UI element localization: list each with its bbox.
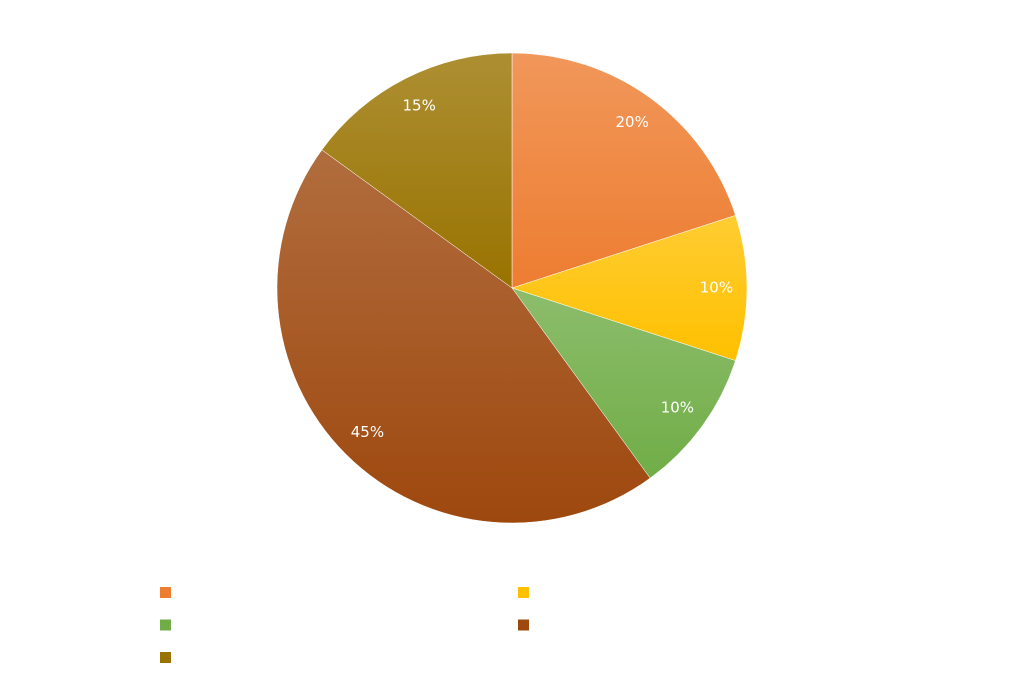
data-label: 15% (403, 96, 436, 114)
data-label: 20% (616, 113, 649, 131)
pie-slice (511, 215, 748, 361)
legend-swatch (160, 652, 171, 663)
legend-swatch (160, 587, 171, 598)
legend-swatch (160, 619, 171, 631)
pie-slice (321, 52, 513, 289)
data-label: 10% (661, 399, 694, 417)
pie-slice (511, 287, 736, 479)
legend-swatch (518, 587, 529, 598)
data-label: 45% (351, 423, 384, 441)
data-label: 10% (700, 279, 733, 297)
pie-slice (276, 149, 651, 524)
pie-slice (511, 52, 736, 289)
legend-swatch (518, 619, 529, 631)
